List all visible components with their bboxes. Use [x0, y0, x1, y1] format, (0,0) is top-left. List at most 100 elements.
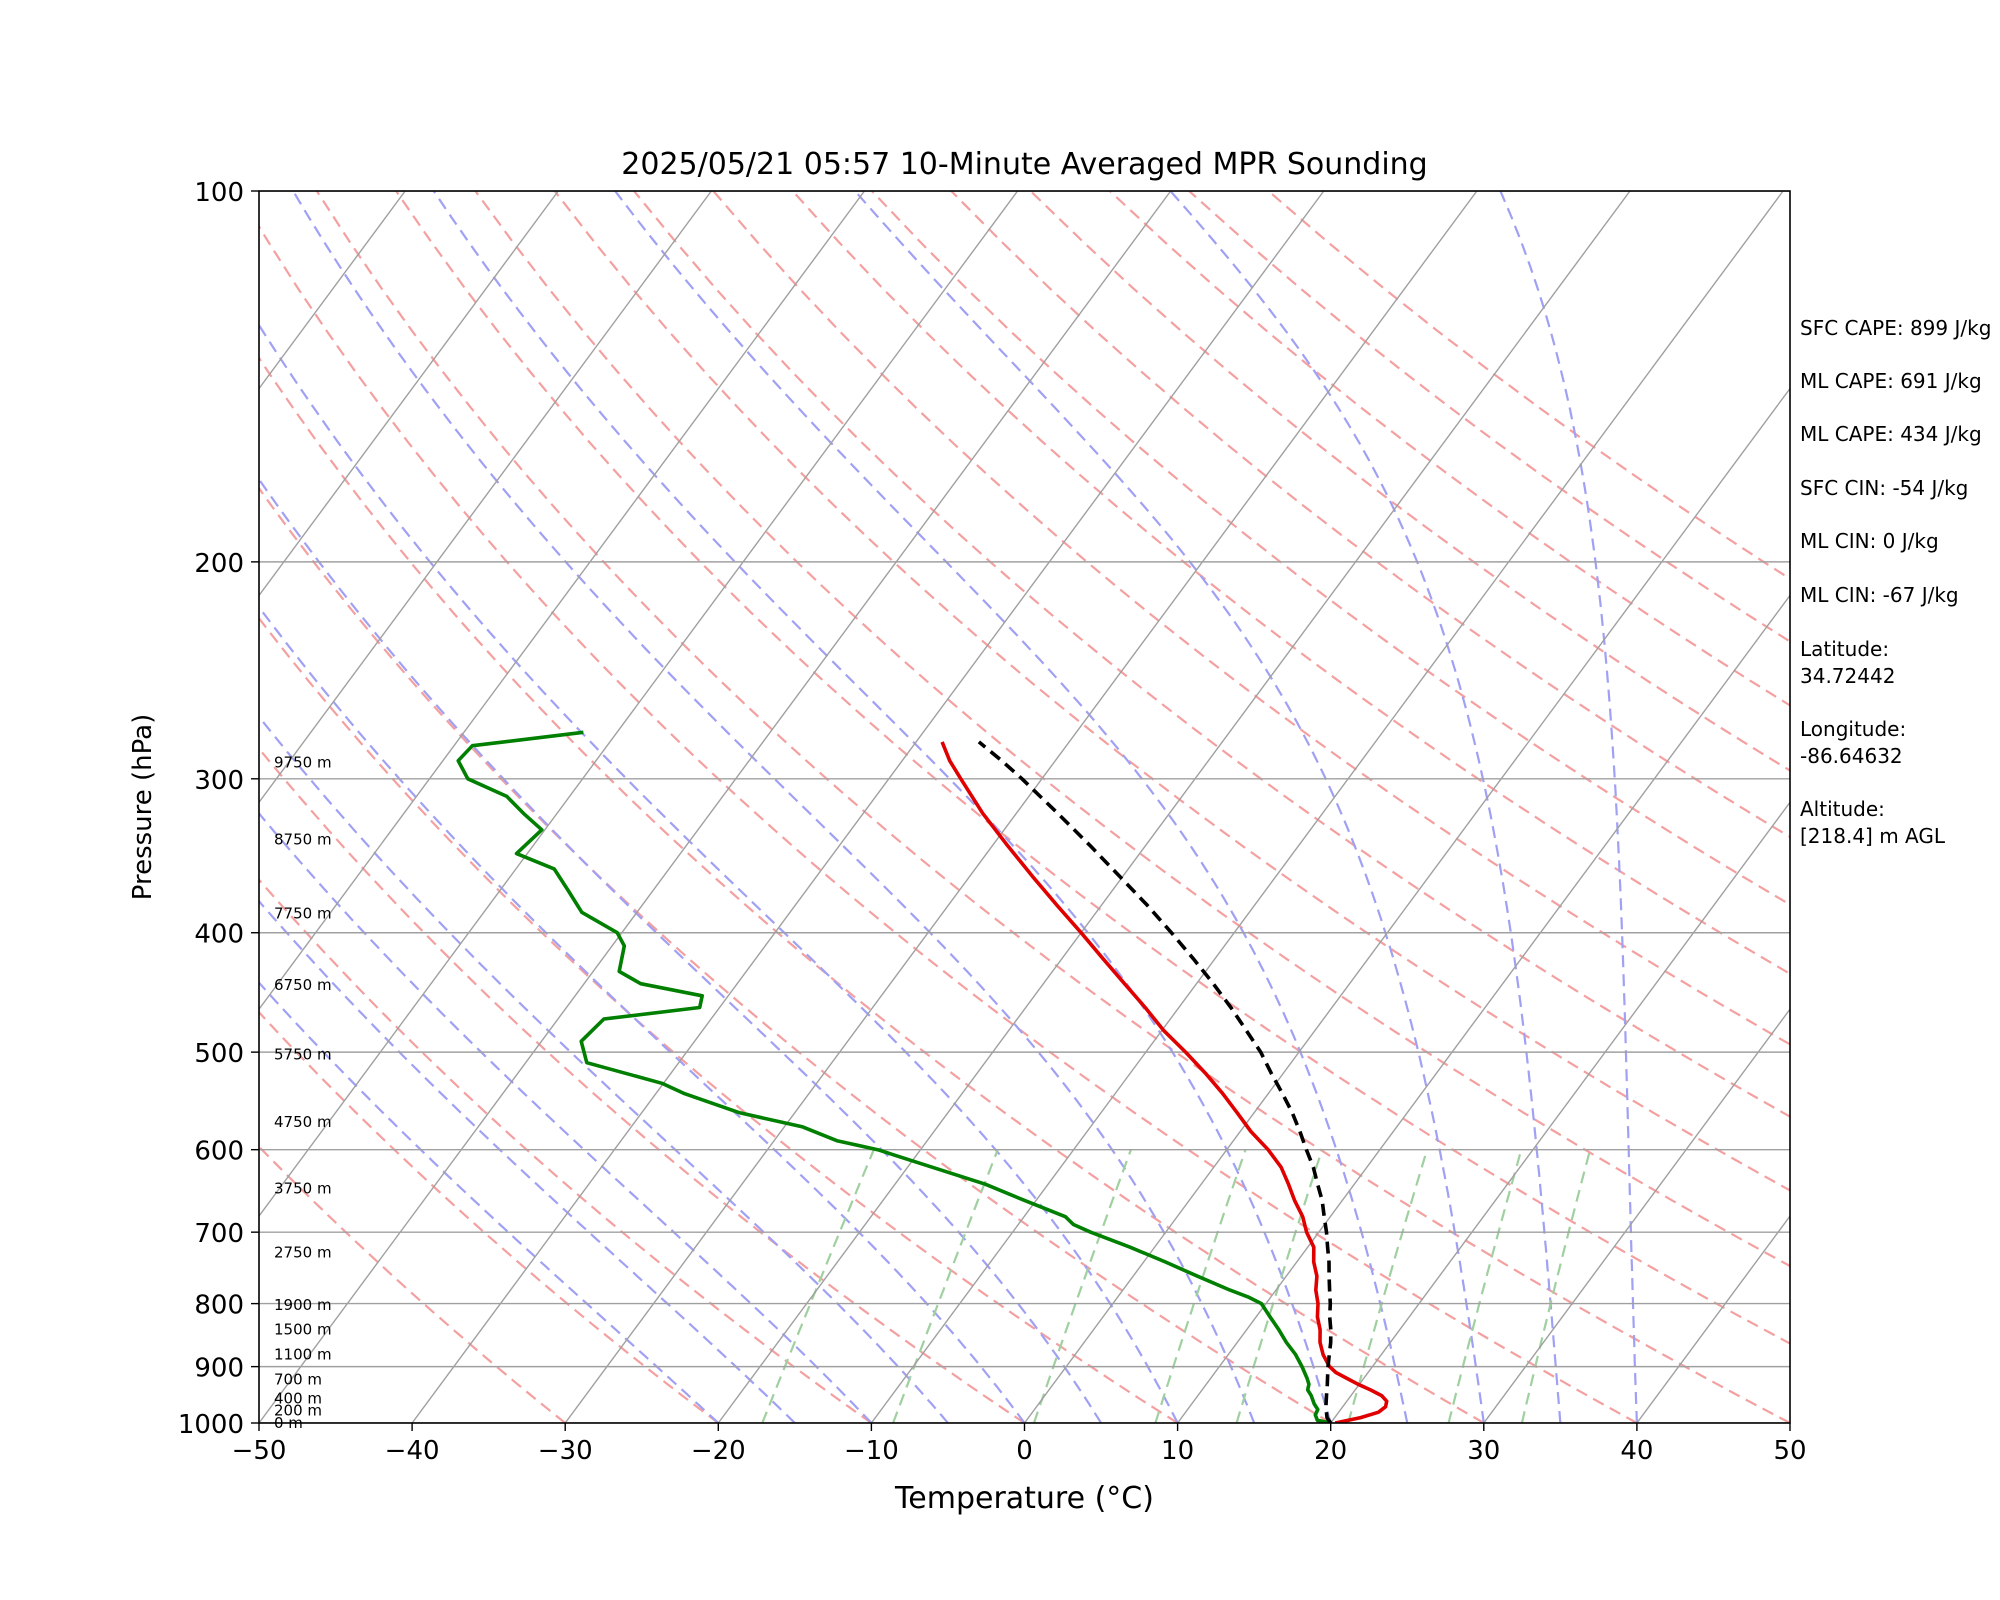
- y-tick-label: 900: [194, 1354, 244, 1384]
- moist-adiabat-line: [292, 191, 1256, 1423]
- x-tick-label: 0: [1016, 1436, 1033, 1466]
- x-tick-label: 50: [1773, 1436, 1806, 1466]
- height-label: 5750 m: [274, 1045, 332, 1063]
- dry-adiabat-line: [259, 746, 1026, 1423]
- height-label: 200 m: [274, 1402, 322, 1420]
- x-tick-label: 10: [1161, 1436, 1194, 1466]
- parcel-trace: [977, 740, 1333, 1423]
- y-tick-label: 1000: [178, 1410, 244, 1440]
- dry-adiabat-line: [1029, 191, 1790, 772]
- isotherm-line: [1330, 801, 1790, 1423]
- moist-adiabat-line: [432, 191, 1332, 1423]
- y-tick-label: 100: [194, 178, 244, 208]
- dry-adiabat-line: [553, 191, 1790, 1192]
- dewpoint-trace: [456, 730, 1332, 1423]
- latitude-value: 34.72442: [1800, 664, 1896, 688]
- info-panel-row: Longitude: -86.64632: [1800, 716, 1906, 770]
- latitude-label: Latitude:: [1800, 637, 1890, 661]
- height-label: 6750 m: [274, 976, 332, 994]
- ml-cape-text: ML CAPE: 691 J/kg: [1800, 369, 1982, 393]
- dry-adiabat-line: [315, 191, 1790, 1423]
- moist-adiabat-line: [259, 811, 873, 1423]
- sfc-cin-text: SFC CIN: -54 J/kg: [1800, 476, 1969, 500]
- ml-cin-text: ML CIN: 0 J/kg: [1800, 529, 1939, 553]
- x-tick-label: 30: [1467, 1436, 1500, 1466]
- longitude-label: Longitude:: [1800, 717, 1907, 741]
- moist-adiabat-line: [854, 191, 1485, 1423]
- y-tick-label: 200: [194, 549, 244, 579]
- height-label: 400 m: [274, 1389, 322, 1407]
- ml-cin-2-text: ML CIN: -67 J/kg: [1800, 583, 1959, 607]
- info-panel-row: ML CIN: -67 J/kg: [1800, 582, 1959, 609]
- longitude-value: -86.64632: [1800, 744, 1903, 768]
- background-lines: [0, 191, 1790, 1423]
- y-tick-label: 300: [194, 766, 244, 796]
- moist-adiabat-line: [1169, 191, 1562, 1423]
- dry-adiabat-line: [395, 191, 1790, 1345]
- dry-adiabat-line: [633, 191, 1790, 1118]
- y-tick-label: 400: [194, 920, 244, 950]
- x-tick-label: −30: [538, 1436, 593, 1466]
- dry-adiabat-line: [474, 191, 1790, 1268]
- isotherm-line: [259, 191, 1172, 1423]
- y-tick-label: 600: [194, 1137, 244, 1167]
- dry-adiabat-line: [259, 224, 1638, 1423]
- isotherm-line: [1177, 594, 1790, 1423]
- mixing-ratio-line: [761, 1149, 875, 1423]
- info-panel-row: ML CAPE: 434 J/kg: [1800, 421, 1982, 448]
- mixing-ratio-line: [892, 1149, 999, 1423]
- dry-adiabat-line: [259, 486, 1332, 1423]
- mixing-ratio-line: [1154, 1149, 1247, 1423]
- moist-adiabat-line: [259, 605, 1026, 1423]
- height-label: 7750 m: [274, 905, 332, 923]
- isotherm-line: [717, 191, 1631, 1423]
- altitude-label: Altitude:: [1800, 797, 1885, 821]
- isotherm-line: [0, 191, 99, 1423]
- isotherm-line: [259, 191, 559, 597]
- isotherm-line: [1023, 387, 1790, 1423]
- moist-adiabat-line: [259, 981, 720, 1423]
- y-tick-label: 500: [194, 1039, 244, 1069]
- x-axis-label: Temperature (°C): [894, 1481, 1154, 1516]
- height-label: 2750 m: [274, 1243, 332, 1261]
- moist-adiabat-line: [259, 477, 1103, 1423]
- dry-adiabat-line: [259, 1010, 719, 1423]
- height-label: 9750 m: [274, 754, 332, 772]
- ml-cape-2-text: ML CAPE: 434 J/kg: [1800, 422, 1982, 446]
- isotherm-line: [870, 191, 1784, 1423]
- info-panel-row: Altitude: [218.4] m AGL: [1800, 796, 1945, 850]
- height-label: 1500 m: [274, 1321, 332, 1339]
- y-tick-label: 700: [194, 1219, 244, 1249]
- isotherm-line: [259, 191, 712, 804]
- info-panel-row: ML CIN: 0 J/kg: [1800, 528, 1939, 555]
- info-panel-row: SFC CIN: -54 J/kg: [1800, 475, 1968, 502]
- altitude-value: [218.4] m AGL: [1800, 824, 1946, 848]
- moist-adiabat-line: [259, 714, 949, 1423]
- info-panel: SFC CAPE: 899 J/kg: [1800, 315, 1991, 342]
- x-tick-label: 40: [1620, 1436, 1653, 1466]
- plot-frame: [258, 190, 1791, 1424]
- moist-adiabat-line: [1499, 191, 1638, 1423]
- moist-adiabat-line: [259, 899, 796, 1423]
- height-label: 1900 m: [274, 1296, 332, 1314]
- info-panel-row: Latitude: 34.72442: [1800, 636, 1895, 690]
- isotherm-line: [411, 191, 1325, 1423]
- height-label: 8750 m: [274, 830, 332, 848]
- mixing-ratio-line: [1447, 1149, 1523, 1423]
- isotherm-line: [1636, 1214, 1790, 1423]
- dry-adiabat-line: [259, 616, 1179, 1423]
- x-tick-label: −50: [232, 1436, 287, 1466]
- isotherm-line: [1483, 1008, 1790, 1423]
- x-tick-label: −20: [691, 1436, 746, 1466]
- height-label: 700 m: [274, 1371, 322, 1389]
- y-axis-label: Pressure (hPa): [128, 714, 158, 901]
- mixing-ratio-line: [1032, 1149, 1132, 1423]
- dry-adiabat-line: [871, 191, 1790, 906]
- height-label: 3750 m: [274, 1179, 332, 1197]
- chart-title: 2025/05/21 05:57 10-Minute Averaged MPR …: [621, 147, 1427, 182]
- isotherm-line: [564, 191, 1478, 1423]
- dry-adiabat-line: [259, 355, 1485, 1423]
- dry-adiabat-line: [791, 191, 1790, 976]
